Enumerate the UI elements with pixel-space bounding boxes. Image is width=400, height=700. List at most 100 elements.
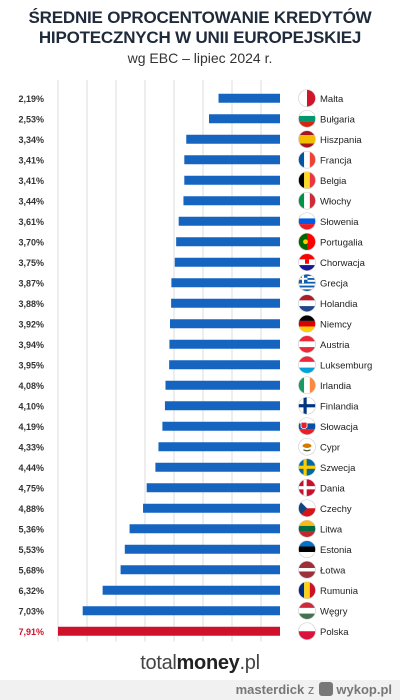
bar-latvia bbox=[120, 565, 280, 575]
country-label: Grecja bbox=[320, 278, 349, 289]
value-label: 5,36% bbox=[18, 524, 44, 534]
bulgaria-flag-icon bbox=[298, 110, 316, 128]
france-flag-icon bbox=[298, 151, 316, 169]
value-label: 3,87% bbox=[18, 278, 44, 288]
bar-romania bbox=[102, 585, 280, 595]
bar-finland bbox=[164, 401, 280, 411]
chart-title-line-1: ŚREDNIE OPROCENTOWANIE KREDYTÓW bbox=[28, 8, 372, 27]
value-label: 7,03% bbox=[18, 606, 44, 616]
country-label: Łotwa bbox=[320, 565, 346, 576]
watermark-bar: masterdick z wykop.pl bbox=[0, 680, 400, 700]
bar-germany bbox=[169, 319, 280, 329]
watermark-site: wykop.pl bbox=[336, 682, 392, 697]
wykop-icon bbox=[319, 682, 334, 696]
portugal-flag-icon bbox=[298, 233, 316, 251]
bar-belgium bbox=[184, 175, 280, 185]
country-label: Estonia bbox=[320, 545, 352, 556]
latvia-flag-icon bbox=[298, 561, 316, 579]
bar-spain bbox=[186, 134, 280, 144]
country-label: Chorwacja bbox=[320, 258, 366, 269]
slovakia-flag-icon bbox=[298, 417, 316, 435]
bar-portugal bbox=[176, 237, 280, 247]
value-label: 5,53% bbox=[18, 545, 44, 555]
country-label: Włochy bbox=[320, 196, 351, 207]
value-label: 4,19% bbox=[18, 422, 44, 432]
value-label: 4,75% bbox=[18, 483, 44, 493]
footer-logo: totalmoney.pl bbox=[0, 652, 400, 678]
bar-lithuania bbox=[129, 524, 280, 534]
belgium-flag-icon bbox=[298, 171, 316, 189]
country-label: Słowenia bbox=[320, 217, 359, 228]
country-label: Szwecja bbox=[320, 463, 356, 474]
finland-flag-icon bbox=[298, 397, 316, 415]
bar-denmark bbox=[146, 483, 280, 493]
value-label: 4,10% bbox=[18, 401, 44, 411]
denmark-flag-icon bbox=[298, 479, 316, 497]
country-label: Francja bbox=[320, 155, 352, 166]
value-label: 3,70% bbox=[18, 237, 44, 247]
cyprus-flag-icon bbox=[298, 438, 316, 456]
country-label: Polska bbox=[320, 627, 349, 638]
luxembourg-flag-icon bbox=[298, 356, 316, 374]
bar-luxembourg bbox=[169, 360, 280, 370]
value-label: 3,92% bbox=[18, 319, 44, 329]
country-label: Rumunia bbox=[320, 586, 359, 597]
brand-logo: totalmoney.pl bbox=[140, 652, 260, 674]
malta-flag-icon bbox=[298, 89, 316, 107]
netherlands-flag-icon bbox=[298, 294, 316, 312]
poland-flag-icon bbox=[298, 622, 316, 640]
sweden-flag-icon bbox=[298, 458, 316, 476]
country-label: Słowacja bbox=[320, 422, 359, 433]
bar-estonia bbox=[124, 544, 280, 554]
bar-slovenia bbox=[178, 216, 280, 226]
bar-france bbox=[184, 155, 280, 165]
bar-poland bbox=[58, 626, 280, 636]
watermark-text: masterdick z wykop.pl bbox=[236, 682, 392, 697]
country-label: Malta bbox=[320, 94, 344, 105]
bar-bulgaria bbox=[208, 114, 280, 124]
bar-czechia bbox=[143, 503, 280, 513]
country-label: Portugalia bbox=[320, 237, 363, 248]
value-label: 3,61% bbox=[18, 217, 44, 227]
chart-title: ŚREDNIE OPROCENTOWANIE KREDYTÓW HIPOTECZ… bbox=[0, 8, 400, 48]
bar-hungary bbox=[82, 606, 281, 616]
country-label: Cypr bbox=[320, 442, 340, 453]
country-label: Dania bbox=[320, 483, 346, 494]
austria-flag-icon bbox=[298, 335, 316, 353]
bar-cyprus bbox=[158, 442, 280, 452]
value-label: 6,32% bbox=[18, 586, 44, 596]
bar-chart: 2,19% Malta 2,53% Bułgaria 3,34% Hiszpania 3,4… bbox=[18, 80, 372, 642]
country-label: Austria bbox=[320, 340, 350, 351]
hungary-flag-icon bbox=[298, 602, 316, 620]
country-label: Litwa bbox=[320, 524, 343, 535]
value-label: 3,41% bbox=[18, 155, 44, 165]
value-label: 4,08% bbox=[18, 381, 44, 391]
country-label: Bułgaria bbox=[320, 114, 356, 125]
value-label: 4,44% bbox=[18, 463, 44, 473]
value-label: 3,75% bbox=[18, 258, 44, 268]
spain-flag-icon bbox=[298, 130, 316, 148]
slovenia-flag-icon bbox=[298, 212, 316, 230]
estonia-flag-icon bbox=[298, 540, 316, 558]
country-label: Niemcy bbox=[320, 319, 352, 330]
chart-title-line-2: HIPOTECZNYCH W UNII EUROPEJSKIEJ bbox=[38, 28, 362, 47]
bar-greece bbox=[171, 278, 280, 288]
lithuania-flag-icon bbox=[298, 520, 316, 538]
value-label: 3,44% bbox=[18, 196, 44, 206]
value-label: 4,33% bbox=[18, 442, 44, 452]
greece-flag-icon bbox=[298, 274, 316, 292]
country-label: Czechy bbox=[320, 504, 352, 515]
romania-flag-icon bbox=[298, 581, 316, 599]
czechia-flag-icon bbox=[298, 499, 316, 517]
country-label: Luksemburg bbox=[320, 360, 372, 371]
bar-netherlands bbox=[171, 298, 280, 308]
italy-flag-icon bbox=[298, 192, 316, 210]
country-label: Finlandia bbox=[320, 401, 359, 412]
watermark-z: z bbox=[307, 682, 315, 697]
value-label: 3,41% bbox=[18, 176, 44, 186]
value-label: 3,94% bbox=[18, 340, 44, 350]
brand-logo-suffix: .pl bbox=[239, 652, 261, 674]
bar-italy bbox=[183, 196, 280, 206]
country-label: Węgry bbox=[320, 606, 348, 617]
chart-subtitle: wg EBC – lipiec 2024 r. bbox=[127, 50, 273, 66]
